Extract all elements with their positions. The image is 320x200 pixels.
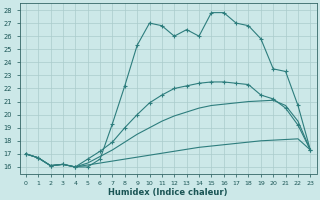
X-axis label: Humidex (Indice chaleur): Humidex (Indice chaleur) — [108, 188, 228, 197]
